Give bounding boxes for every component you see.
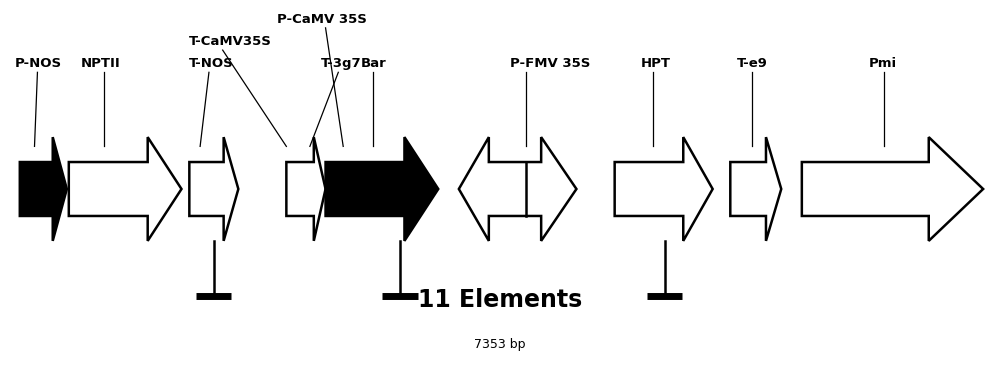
Polygon shape [802, 137, 983, 241]
Polygon shape [20, 137, 67, 241]
Text: P-CaMV 35S: P-CaMV 35S [277, 13, 366, 26]
Text: T-NOS: T-NOS [189, 57, 234, 70]
Polygon shape [286, 137, 326, 241]
Polygon shape [730, 137, 781, 241]
Text: Bar: Bar [361, 57, 387, 70]
Text: P-NOS: P-NOS [15, 57, 62, 70]
Text: NPTII: NPTII [81, 57, 120, 70]
Text: T-CaMV35S: T-CaMV35S [189, 35, 272, 48]
Polygon shape [615, 137, 713, 241]
Text: T-e9: T-e9 [737, 57, 768, 70]
Text: P-FMV 35S: P-FMV 35S [510, 57, 590, 70]
Polygon shape [189, 137, 238, 241]
Text: 11 Elements: 11 Elements [418, 288, 582, 312]
Text: 7353 bp: 7353 bp [474, 338, 526, 351]
Text: HPT: HPT [641, 57, 671, 70]
Polygon shape [69, 137, 182, 241]
Polygon shape [326, 137, 438, 241]
Text: Pmi: Pmi [868, 57, 897, 70]
Text: T-3g7: T-3g7 [321, 57, 361, 70]
Polygon shape [459, 137, 576, 241]
